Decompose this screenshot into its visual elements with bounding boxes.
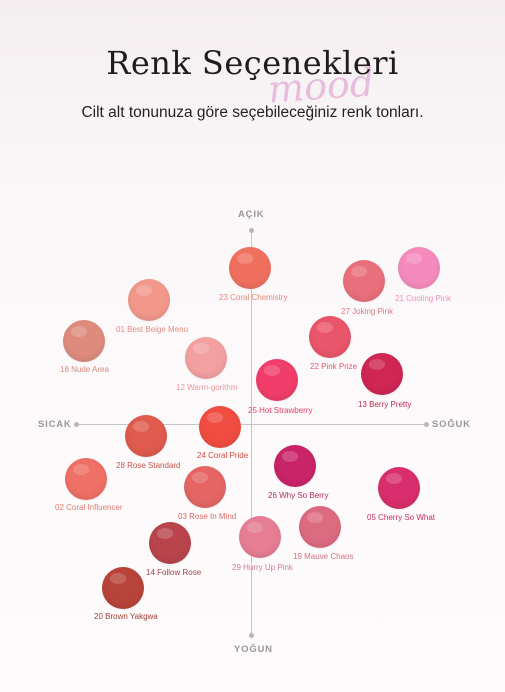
shade-swatch-25-hot-strawberry <box>256 359 298 401</box>
shade-label-25-hot-strawberry: 25 Hot Strawberry <box>248 406 313 415</box>
shade-swatch-03-rose-in-mind <box>184 466 226 508</box>
shade-swatch-12-warm-gorithm <box>185 337 227 379</box>
page-title: Renk Seçenekleri <box>106 44 399 82</box>
axis-label-warm: SICAK <box>38 419 72 430</box>
shade-swatch-18-nude-area <box>63 320 105 362</box>
axis-label-intense: YOĞUN <box>234 644 273 655</box>
shade-label-26-why-so-berry: 26 Why So Berry <box>268 491 329 500</box>
shade-swatch-01-best-beige-menu <box>128 279 170 321</box>
horizontal-axis <box>76 424 426 425</box>
shade-swatch-19-mauve-chaos <box>299 506 341 548</box>
axis-dot-right <box>424 422 429 427</box>
shade-label-13-berry-pretty: 13 Berry Pretty <box>358 400 412 409</box>
shade-swatch-29-hurry-up-pink <box>239 516 281 558</box>
axis-dot-bottom <box>249 633 254 638</box>
shade-swatch-28-rose-standard <box>125 415 167 457</box>
shade-label-23-coral-chemistry: 23 Coral Chemistry <box>219 293 288 302</box>
shade-swatch-27-joking-pink <box>343 260 385 302</box>
axis-dot-top <box>249 228 254 233</box>
shade-swatch-13-berry-pretty <box>361 353 403 395</box>
axis-label-light: AÇIK <box>238 209 265 220</box>
shade-swatch-26-why-so-berry <box>274 445 316 487</box>
shade-label-02-coral-influencer: 02 Coral Influencer <box>55 503 123 512</box>
vertical-axis <box>251 230 252 636</box>
page-subtitle: Cilt alt tonunuza göre seçebileceğiniz r… <box>81 104 424 121</box>
shade-swatch-23-coral-chemistry <box>229 247 271 289</box>
shade-label-19-mauve-chaos: 19 Mauve Chaos <box>293 552 354 561</box>
shade-swatch-14-follow-rose <box>149 522 191 564</box>
shade-swatch-24-coral-pride <box>199 406 241 448</box>
shade-label-03-rose-in-mind: 03 Rose In Mind <box>178 512 237 521</box>
shade-label-14-follow-rose: 14 Follow Rose <box>146 568 202 577</box>
shade-label-05-cherry-so-what: 05 Cherry So What <box>367 513 436 522</box>
shade-swatch-21-cooling-pink <box>398 247 440 289</box>
shade-swatch-20-brown-yakgwa <box>102 567 144 609</box>
shade-label-28-rose-standard: 28 Rose Standard <box>116 461 181 470</box>
shade-label-29-hurry-up-pink: 29 Hurry Up Pink <box>232 563 293 572</box>
axis-label-cool: SOĞUK <box>432 419 471 430</box>
shade-label-27-joking-pink: 27 Joking Pink <box>341 307 394 316</box>
shade-label-24-coral-pride: 24 Coral Pride <box>197 451 249 460</box>
shade-label-18-nude-area: 18 Nude Area <box>60 365 109 374</box>
shade-label-20-brown-yakgwa: 20 Brown Yakgwa <box>94 612 158 621</box>
shade-swatch-22-pink-prize <box>309 316 351 358</box>
shade-label-21-cooling-pink: 21 Cooling Pink <box>395 294 452 303</box>
axis-dot-left <box>74 422 79 427</box>
shade-label-22-pink-prize: 22 Pink Prize <box>310 362 358 371</box>
shade-label-12-warm-gorithm: 12 Warm-gorithm <box>176 383 238 392</box>
shade-swatch-02-coral-influencer <box>65 458 107 500</box>
shade-label-01-best-beige-menu: 01 Best Beige Menu <box>116 325 189 334</box>
shade-swatch-05-cherry-so-what <box>378 467 420 509</box>
